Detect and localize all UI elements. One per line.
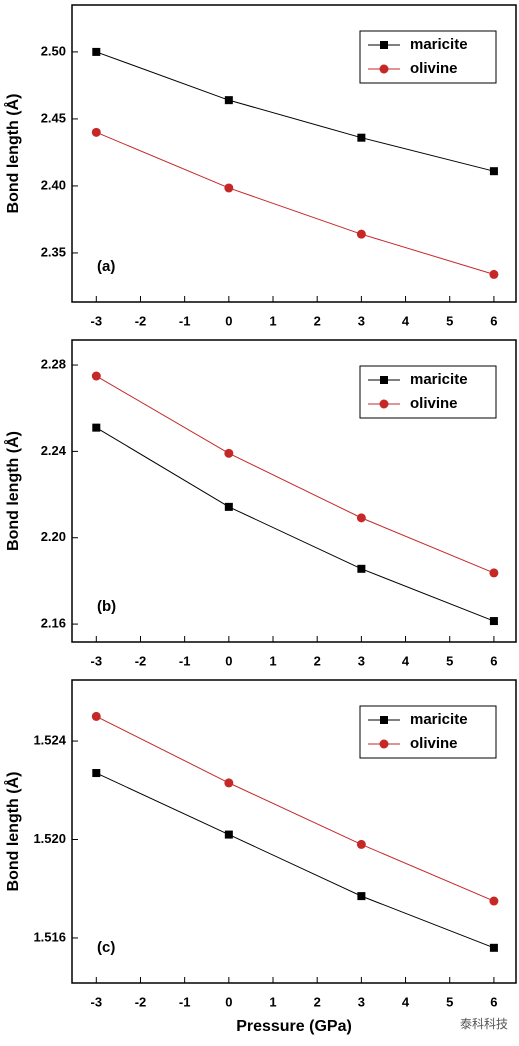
x-tick-label: 0 [225,653,232,668]
y-tick-label: 2.20 [41,529,66,544]
x-tick-label: 3 [358,313,365,328]
panel-label: (c) [97,939,115,956]
marker [379,399,389,409]
marker [489,568,499,578]
x-tick-label: 5 [446,313,453,328]
x-axis-title: Pressure (GPa) [236,1018,352,1035]
watermark: 泰科科技 [460,1017,508,1031]
x-tick-label: -3 [91,653,103,668]
x-tick-label: 4 [402,313,410,328]
legend-label: maricite [410,36,468,53]
x-tick-label: 6 [490,313,497,328]
plot-frame [71,4,517,303]
x-tick-label: 4 [402,994,410,1009]
marker [380,376,388,384]
y-tick-label: 2.35 [41,244,66,259]
x-tick-label: 0 [225,313,232,328]
legend-box [359,30,497,84]
legend-label: olivine [410,735,458,752]
marker [224,502,233,511]
marker [224,183,234,193]
legend-label: olivine [410,395,458,412]
x-tick-label: -1 [179,313,191,328]
panel-label: (a) [97,258,115,275]
series-line [96,131,495,275]
legend-label: olivine [410,60,458,77]
y-axis-title: Bond length (Å) [3,772,22,892]
x-tick-label: -3 [91,994,103,1009]
x-tick-label: -1 [179,653,191,668]
series-line [96,51,495,172]
legend-label: maricite [410,711,468,728]
marker [92,769,101,778]
y-tick-label: 2.16 [41,616,66,631]
x-tick-label: 4 [402,653,410,668]
marker [224,830,233,839]
marker [357,564,366,573]
x-tick-label: -3 [91,313,103,328]
plot-frame [71,679,517,984]
marker [379,64,389,74]
series-line [96,375,495,574]
marker [356,839,366,849]
series-line [96,715,495,902]
marker [92,423,101,432]
panel-label: (b) [97,598,116,615]
y-tick-label: 1.516 [33,929,66,944]
y-tick-label: 2.50 [41,43,66,58]
x-tick-label: 1 [269,653,276,668]
marker [224,448,234,458]
x-tick-label: 6 [490,653,497,668]
legend-label: maricite [410,371,468,388]
marker [357,133,366,142]
x-tick-label: 3 [358,994,365,1009]
marker [224,778,234,788]
y-axis-title: Bond length (Å) [3,94,22,214]
marker [356,229,366,239]
x-tick-label: -2 [135,994,147,1009]
y-tick-label: 2.40 [41,177,66,192]
marker [91,127,101,137]
x-tick-label: 5 [446,994,453,1009]
x-tick-label: 2 [314,313,321,328]
marker [380,716,388,724]
marker [91,371,101,381]
y-tick-label: 1.520 [33,831,66,846]
y-tick-label: 2.24 [41,443,67,458]
x-tick-label: 2 [314,994,321,1009]
x-tick-label: 0 [225,994,232,1009]
y-axis-title: Bond length (Å) [3,431,22,551]
marker [356,513,366,523]
marker [489,943,498,952]
marker [489,617,498,626]
x-tick-label: 6 [490,994,497,1009]
plot-frame [71,339,517,643]
marker [380,41,388,49]
x-tick-label: -2 [135,653,147,668]
x-tick-label: 2 [314,653,321,668]
marker [489,896,499,906]
marker [224,96,233,105]
legend-box [359,705,497,759]
y-tick-label: 2.28 [41,356,66,371]
legend-box [359,365,497,419]
x-tick-label: -1 [179,994,191,1009]
series-line [96,427,495,622]
x-tick-label: -2 [135,313,147,328]
marker [489,167,498,176]
marker [357,892,366,901]
marker [92,47,101,56]
marker [91,711,101,721]
x-tick-label: 3 [358,653,365,668]
x-tick-label: 1 [269,994,276,1009]
x-tick-label: 1 [269,313,276,328]
y-tick-label: 2.45 [41,110,66,125]
y-tick-label: 1.524 [33,732,66,747]
x-tick-label: 5 [446,653,453,668]
marker [489,269,499,279]
series-line [96,772,495,949]
marker [379,739,389,749]
